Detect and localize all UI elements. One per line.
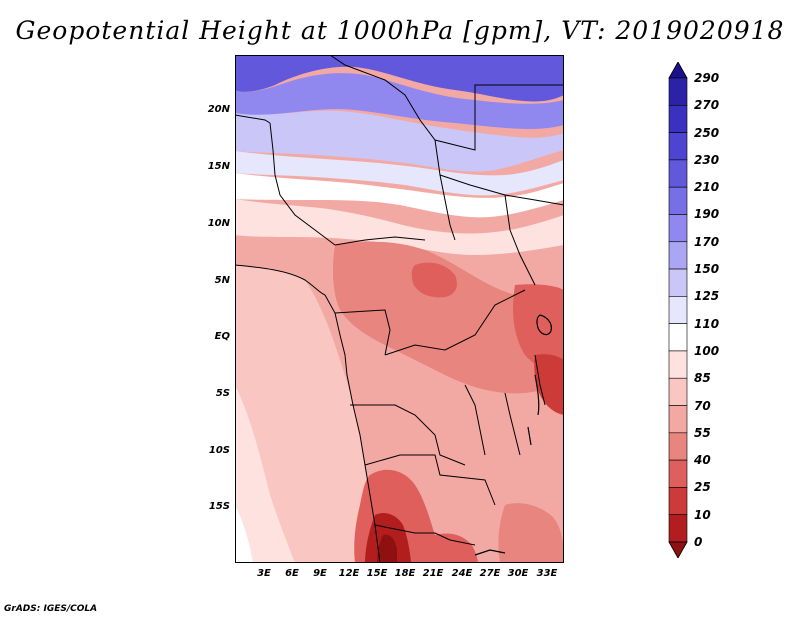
lat-label-5s: 5S bbox=[215, 388, 230, 399]
colorbar-segment bbox=[668, 459, 688, 488]
colorbar-segment bbox=[668, 296, 688, 324]
colorbar-segment bbox=[668, 214, 688, 243]
lon-label-33e: 33E bbox=[536, 568, 558, 579]
colorbar-label: 85 bbox=[694, 371, 711, 386]
lon-label-9e: 9E bbox=[313, 568, 327, 579]
colorbar-segment bbox=[668, 323, 688, 352]
colorbar-label: 150 bbox=[694, 262, 720, 277]
contour-fill-70-ocean bbox=[235, 265, 380, 563]
contour-fill-170 bbox=[235, 73, 564, 129]
colorbar-segment bbox=[668, 268, 688, 297]
colorbar-top-arrow bbox=[668, 62, 688, 79]
footer-credit: GrADS: IGES/COLA bbox=[4, 604, 98, 614]
colorbar-label: 210 bbox=[694, 180, 720, 195]
colorbar-segment bbox=[668, 487, 688, 516]
colorbar-bottom-arrow bbox=[668, 541, 688, 558]
lat-label-eq: EQ bbox=[214, 331, 230, 342]
lat-label-20n: 20N bbox=[207, 104, 230, 115]
colorbar-label: 100 bbox=[694, 343, 720, 358]
lon-label-12e: 12E bbox=[338, 568, 360, 579]
colorbar-label: 170 bbox=[694, 234, 720, 249]
lon-label-3e: 3E bbox=[257, 568, 271, 579]
colorbar bbox=[668, 62, 688, 558]
contour-fill-40-central bbox=[411, 262, 457, 298]
contour-fill-110 bbox=[235, 151, 564, 196]
colorbar-label: 10 bbox=[694, 507, 711, 522]
colorbar-segment bbox=[668, 104, 688, 133]
colorbar-segment bbox=[668, 132, 688, 161]
lat-label-10s: 10S bbox=[208, 445, 230, 456]
country-borders bbox=[235, 55, 564, 563]
colorbar-segment bbox=[668, 241, 688, 270]
contour-fill-100 bbox=[235, 173, 564, 218]
colorbar-label: 0 bbox=[694, 535, 703, 549]
colorbar-segment bbox=[668, 514, 688, 543]
colorbar-label: 110 bbox=[694, 316, 720, 331]
lon-label-6e: 6E bbox=[285, 568, 299, 579]
colorbar-label: 25 bbox=[694, 480, 711, 495]
lon-label-18e: 18E bbox=[394, 568, 416, 579]
colorbar-segment bbox=[668, 350, 688, 379]
map-field-svg bbox=[235, 55, 564, 563]
colorbar-segment bbox=[668, 186, 688, 215]
lon-label-24e: 24E bbox=[451, 568, 473, 579]
contour-fill-85 bbox=[235, 199, 564, 255]
contour-fill-25-east bbox=[534, 354, 564, 415]
colorbar-segment bbox=[668, 377, 688, 406]
colorbar-label: 125 bbox=[694, 289, 720, 304]
colorbar-label: 250 bbox=[694, 125, 720, 140]
lat-label-5n: 5N bbox=[214, 275, 230, 286]
contour-fill-0-south bbox=[377, 534, 397, 563]
contour-fill-85-ocean bbox=[235, 385, 295, 563]
lat-label-15n: 15N bbox=[207, 161, 230, 172]
lat-label-10n: 10N bbox=[207, 218, 230, 229]
map-frame bbox=[235, 55, 564, 563]
lon-label-21e: 21E bbox=[422, 568, 444, 579]
colorbar-label: 55 bbox=[694, 425, 711, 440]
contour-fill-55-interior bbox=[332, 241, 564, 394]
lakes bbox=[474, 314, 552, 556]
colorbar-segments bbox=[668, 62, 688, 558]
lat-label-15s: 15S bbox=[208, 501, 230, 512]
lon-label-27e: 27E bbox=[479, 568, 501, 579]
contour-fill-100-ocean bbox=[235, 505, 253, 563]
contour-fill-40-south2 bbox=[430, 533, 478, 563]
colorbar-label: 190 bbox=[694, 207, 720, 222]
colorbar-label: 70 bbox=[694, 398, 711, 413]
contour-fill-125 bbox=[235, 110, 564, 172]
colorbar-label: 40 bbox=[694, 453, 711, 468]
map-title: Geopotential Height at 1000hPa [gpm], VT… bbox=[15, 16, 785, 45]
colorbar-label: 230 bbox=[694, 152, 720, 167]
lon-label-30e: 30E bbox=[507, 568, 529, 579]
colorbar-label: 270 bbox=[694, 98, 720, 113]
colorbar-segment bbox=[668, 159, 688, 188]
map-plot[interactable] bbox=[235, 55, 564, 563]
colorbar-segment bbox=[668, 432, 688, 461]
colorbar-segment bbox=[668, 77, 688, 106]
lon-label-15e: 15E bbox=[366, 568, 388, 579]
colorbar-label: 290 bbox=[694, 71, 720, 85]
contour-fill-210 bbox=[235, 55, 564, 102]
contour-fill-55-southeast bbox=[498, 503, 564, 563]
colorbar-segment bbox=[668, 405, 688, 434]
